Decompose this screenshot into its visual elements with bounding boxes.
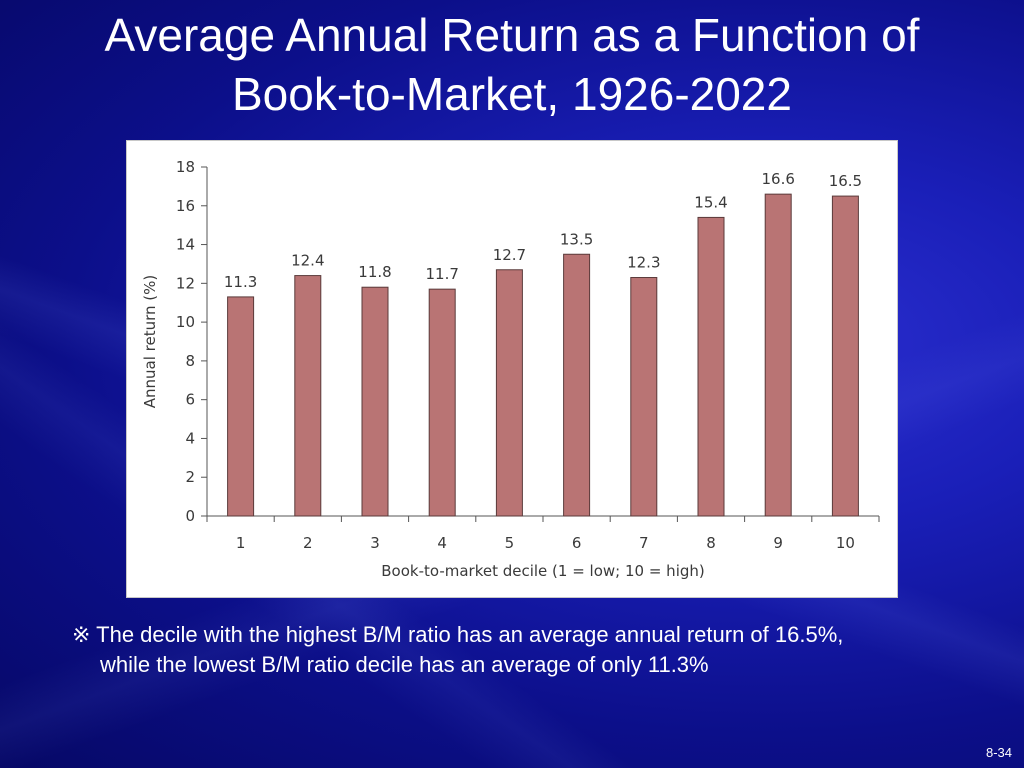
bar-decile-8 [697,216,725,517]
y-tick-label: 8 [185,352,195,370]
bar-decile-1 [227,296,255,517]
bar-value-label: 16.6 [761,170,794,188]
x-tick-label: 3 [370,534,380,552]
slide-title-line-2: Book-to-Market, 1926-2022 [232,68,792,120]
x-tick-label: 5 [505,534,515,552]
y-tick-label: 2 [185,468,195,486]
footnote-line-1: ※ The decile with the highest B/M ratio … [72,622,844,647]
bar-value-label: 16.5 [829,172,862,190]
bar-value-label: 12.4 [291,252,324,270]
y-tick-label: 16 [176,197,195,215]
bar-decile-5 [495,269,523,517]
y-tick-label: 18 [176,158,195,176]
x-tick-label: 9 [773,534,783,552]
x-axis: 1 2 3 4 5 6 7 8 9 10 [206,515,880,552]
x-axis-label: Book-to-market decile (1 = low; 10 = hig… [381,562,705,580]
bar-value-label: 15.4 [694,193,727,211]
bar-value-label: 11.3 [224,273,257,291]
bar-decile-10 [831,195,859,517]
bar-decile-7 [630,277,658,517]
y-tick-label: 0 [185,507,195,525]
bars [227,193,859,517]
slide-title: Average Annual Return as a Function of B… [20,6,1004,124]
x-tick-label: 2 [303,534,313,552]
footnote-line-2: while the lowest B/M ratio decile has an… [100,652,709,677]
y-tick-label: 12 [176,274,195,292]
bar-decile-9 [764,193,792,517]
x-tick-label: 10 [836,534,855,552]
y-axis-label: Annual return (%) [141,275,159,409]
bar-decile-3 [361,286,389,517]
bar-value-label: 11.8 [358,263,391,281]
bar-decile-2 [294,275,322,517]
bar-decile-4 [428,288,456,517]
y-tick-label: 10 [176,313,195,331]
x-tick-label: 1 [236,534,246,552]
x-tick-label: 4 [437,534,447,552]
x-tick-label: 7 [639,534,649,552]
y-tick-label: 4 [185,429,195,447]
page-number: 8-34 [985,745,1012,760]
chart-panel: 0 2 4 6 8 10 12 14 16 18 1 2 3 4 5 6 7 8 9 10 11.3 12.4 11.8… [126,140,898,598]
y-axis: 0 2 4 6 8 10 12 14 16 18 [176,158,208,525]
x-tick-label: 8 [706,534,716,552]
value-labels: 11.3 12.4 11.8 11.7 12.7 13.5 12.3 15.4 16.6 16.5 [224,170,862,291]
bar-value-label: 12.3 [627,254,660,272]
bar-value-label: 11.7 [425,265,458,283]
y-tick-label: 6 [185,391,195,409]
x-tick-label: 6 [572,534,582,552]
bar-decile-6 [563,253,591,517]
y-tick-label: 14 [176,236,195,254]
footnote: ※ The decile with the highest B/M ratio … [72,620,1002,680]
bar-value-label: 12.7 [493,246,526,264]
bar-value-label: 13.5 [560,230,593,248]
slide-title-line-1: Average Annual Return as a Function of [104,9,920,61]
